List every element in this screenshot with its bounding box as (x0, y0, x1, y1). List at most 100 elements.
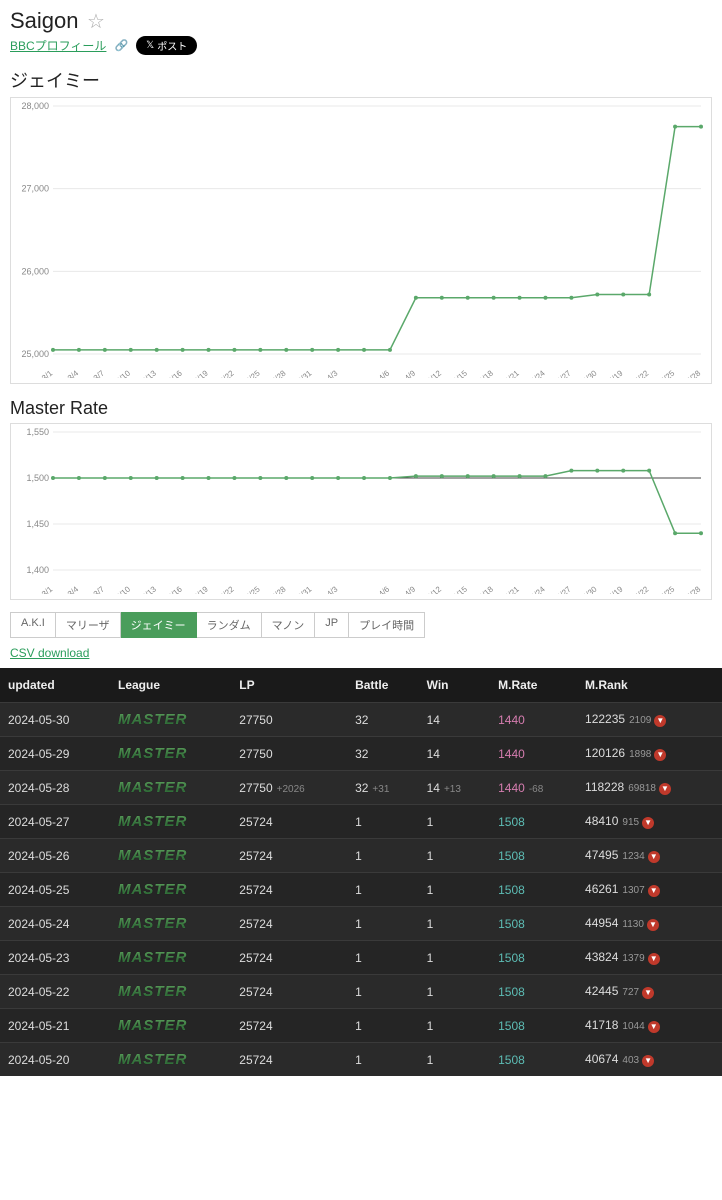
cell-league: MASTER (110, 805, 231, 839)
svg-text:3/10: 3/10 (114, 368, 132, 378)
table-row: 2024-05-27MASTER2572411150848410915▼ (0, 805, 722, 839)
cell-lp: 25724 (231, 975, 347, 1009)
profile-link[interactable]: BBCプロフィール (10, 37, 106, 54)
col-league: League (110, 668, 231, 703)
post-button[interactable]: 𝕏 ポスト (136, 36, 197, 55)
col-win: Win (419, 668, 491, 703)
cell-mrate: 1440 (490, 737, 577, 771)
rank-down-icon: ▼ (654, 749, 666, 761)
cell-league: MASTER (110, 771, 231, 805)
cell-lp: 27750+2026 (231, 771, 347, 805)
cell-win: 1 (419, 975, 491, 1009)
favorite-star-icon[interactable]: ☆ (87, 11, 105, 33)
svg-text:4/21: 4/21 (503, 584, 521, 594)
cell-mrank: 474951234▼ (577, 839, 722, 873)
tab-2[interactable]: ジェイミー (121, 612, 197, 638)
svg-text:27,000: 27,000 (21, 184, 49, 194)
svg-text:1,550: 1,550 (26, 427, 49, 437)
table-row: 2024-05-25MASTER25724111508462611307▼ (0, 873, 722, 907)
rank-down-icon: ▼ (648, 953, 660, 965)
table-row: 2024-05-23MASTER25724111508438241379▼ (0, 941, 722, 975)
svg-text:4/3: 4/3 (325, 368, 340, 378)
cell-league: MASTER (110, 1043, 231, 1077)
svg-text:4/15: 4/15 (451, 584, 469, 594)
cell-battle: 1 (347, 1043, 419, 1077)
svg-text:4/12: 4/12 (425, 368, 443, 378)
cell-league: MASTER (110, 737, 231, 771)
cell-updated: 2024-05-29 (0, 737, 110, 771)
cell-battle: 1 (347, 1009, 419, 1043)
lp-chart: 25,00026,00027,00028,0003/13/43/73/103/1… (10, 97, 712, 384)
cell-mrank: 438241379▼ (577, 941, 722, 975)
rank-down-icon: ▼ (648, 885, 660, 897)
cell-mrank: 42445727▼ (577, 975, 722, 1009)
svg-text:3/1: 3/1 (40, 368, 55, 378)
cell-mrank: 11822869818▼ (577, 771, 722, 805)
svg-text:3/16: 3/16 (166, 368, 184, 378)
rank-down-icon: ▼ (647, 919, 659, 931)
svg-text:4/6: 4/6 (377, 368, 392, 378)
player-name: Saigon (10, 8, 79, 34)
svg-text:3/25: 3/25 (244, 368, 262, 378)
table-row: 2024-05-29MASTER27750321414401201261898▼ (0, 737, 722, 771)
svg-text:4/9: 4/9 (403, 368, 418, 378)
cell-updated: 2024-05-23 (0, 941, 110, 975)
svg-text:4/24: 4/24 (529, 584, 547, 594)
rank-down-icon: ▼ (654, 715, 666, 727)
cell-win: 1 (419, 839, 491, 873)
tab-4[interactable]: マノン (262, 612, 316, 638)
table-row: 2024-05-30MASTER27750321414401222352109▼ (0, 703, 722, 737)
svg-text:3/7: 3/7 (92, 368, 107, 378)
svg-text:1,450: 1,450 (26, 519, 49, 529)
cell-mrate: 1508 (490, 1043, 577, 1077)
cell-updated: 2024-05-21 (0, 1009, 110, 1043)
svg-text:28,000: 28,000 (21, 101, 49, 111)
svg-text:3/13: 3/13 (140, 368, 158, 378)
col-m.rate: M.Rate (490, 668, 577, 703)
col-updated: updated (0, 668, 110, 703)
cell-league: MASTER (110, 975, 231, 1009)
svg-text:3/13: 3/13 (140, 584, 158, 594)
svg-text:5/25: 5/25 (659, 368, 677, 378)
svg-text:4/6: 4/6 (377, 584, 392, 594)
cell-mrate: 1508 (490, 1009, 577, 1043)
cell-updated: 2024-05-30 (0, 703, 110, 737)
player-header: Saigon ☆ BBCプロフィール 🔗 𝕏 ポスト (0, 0, 722, 59)
cell-win: 1 (419, 805, 491, 839)
svg-text:4/9: 4/9 (403, 584, 418, 594)
cell-updated: 2024-05-20 (0, 1043, 110, 1077)
cell-win: 1 (419, 907, 491, 941)
tab-6[interactable]: プレイ時間 (349, 612, 425, 638)
cell-win: 14 (419, 737, 491, 771)
svg-text:3/10: 3/10 (114, 584, 132, 594)
tab-3[interactable]: ランダム (197, 612, 262, 638)
cell-mrank: 449541130▼ (577, 907, 722, 941)
table-row: 2024-05-26MASTER25724111508474951234▼ (0, 839, 722, 873)
svg-text:1,400: 1,400 (26, 565, 49, 575)
svg-text:4/18: 4/18 (477, 368, 495, 378)
tab-5[interactable]: JP (315, 612, 349, 638)
cell-mrank: 40674403▼ (577, 1043, 722, 1077)
csv-download-link[interactable]: CSV download (0, 646, 99, 660)
mr-chart-title: Master Rate (10, 398, 712, 419)
svg-text:3/4: 3/4 (66, 584, 81, 594)
svg-text:4/15: 4/15 (451, 368, 469, 378)
svg-text:3/16: 3/16 (166, 584, 184, 594)
svg-text:4/30: 4/30 (581, 368, 599, 378)
external-link-icon: 🔗 (114, 39, 128, 52)
cell-mrate: 1508 (490, 873, 577, 907)
cell-league: MASTER (110, 873, 231, 907)
cell-mrank: 417181044▼ (577, 1009, 722, 1043)
col-battle: Battle (347, 668, 419, 703)
cell-updated: 2024-05-25 (0, 873, 110, 907)
cell-win: 1 (419, 941, 491, 975)
cell-lp: 25724 (231, 839, 347, 873)
svg-text:25,000: 25,000 (21, 349, 49, 359)
cell-mrate: 1508 (490, 941, 577, 975)
tab-0[interactable]: A.K.I (10, 612, 56, 638)
tab-1[interactable]: マリーザ (56, 612, 121, 638)
lp-chart-title: ジェイミー (10, 67, 712, 93)
svg-text:5/25: 5/25 (659, 584, 677, 594)
cell-updated: 2024-05-26 (0, 839, 110, 873)
rank-down-icon: ▼ (659, 783, 671, 795)
